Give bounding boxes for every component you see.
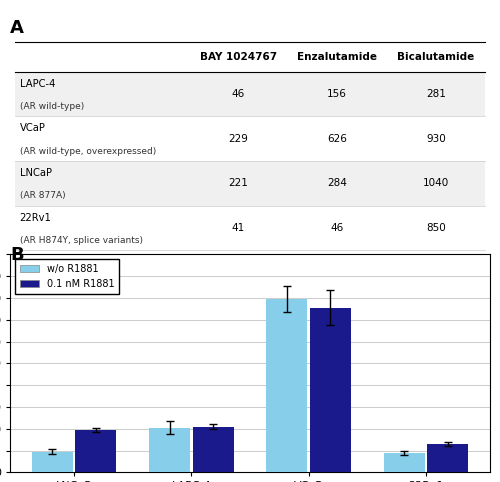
Bar — [384, 453, 425, 472]
Bar — [266, 299, 308, 472]
Text: 156: 156 — [327, 89, 347, 99]
Text: 22Rv1: 22Rv1 — [20, 213, 52, 223]
Text: 229: 229 — [228, 134, 248, 144]
Bar — [75, 430, 116, 472]
Bar — [310, 308, 351, 472]
Text: 281: 281 — [426, 89, 446, 99]
Text: BAY 1024767: BAY 1024767 — [200, 52, 277, 62]
Text: Enzalutamide: Enzalutamide — [297, 52, 377, 62]
Text: (AR 877A): (AR 877A) — [20, 191, 65, 201]
Bar — [15, 205, 485, 250]
Legend: w/o R1881, 0.1 nM R1881: w/o R1881, 0.1 nM R1881 — [15, 259, 120, 294]
Bar — [149, 428, 190, 472]
Text: 284: 284 — [327, 178, 347, 188]
Text: LNCaP: LNCaP — [20, 168, 52, 178]
Bar — [15, 72, 485, 116]
Text: 850: 850 — [426, 223, 446, 233]
Text: 930: 930 — [426, 134, 446, 144]
Bar — [15, 116, 485, 161]
Text: VCaP: VCaP — [20, 123, 46, 134]
Text: (AR H874Y, splice variants): (AR H874Y, splice variants) — [20, 236, 142, 245]
Text: LAPC-4: LAPC-4 — [20, 79, 55, 89]
Text: 46: 46 — [330, 223, 344, 233]
Text: 1040: 1040 — [422, 178, 449, 188]
Bar — [32, 452, 73, 472]
Text: A: A — [10, 19, 24, 37]
Text: (AR wild-type, overexpressed): (AR wild-type, overexpressed) — [20, 147, 156, 156]
Bar — [427, 444, 468, 472]
Text: 46: 46 — [232, 89, 245, 99]
Bar — [192, 427, 234, 472]
Text: B: B — [10, 246, 24, 264]
Text: 221: 221 — [228, 178, 248, 188]
Text: 41: 41 — [232, 223, 245, 233]
Text: Bicalutamide: Bicalutamide — [397, 52, 474, 62]
Text: 626: 626 — [327, 134, 347, 144]
Bar — [15, 161, 485, 205]
Text: (AR wild-type): (AR wild-type) — [20, 102, 84, 111]
